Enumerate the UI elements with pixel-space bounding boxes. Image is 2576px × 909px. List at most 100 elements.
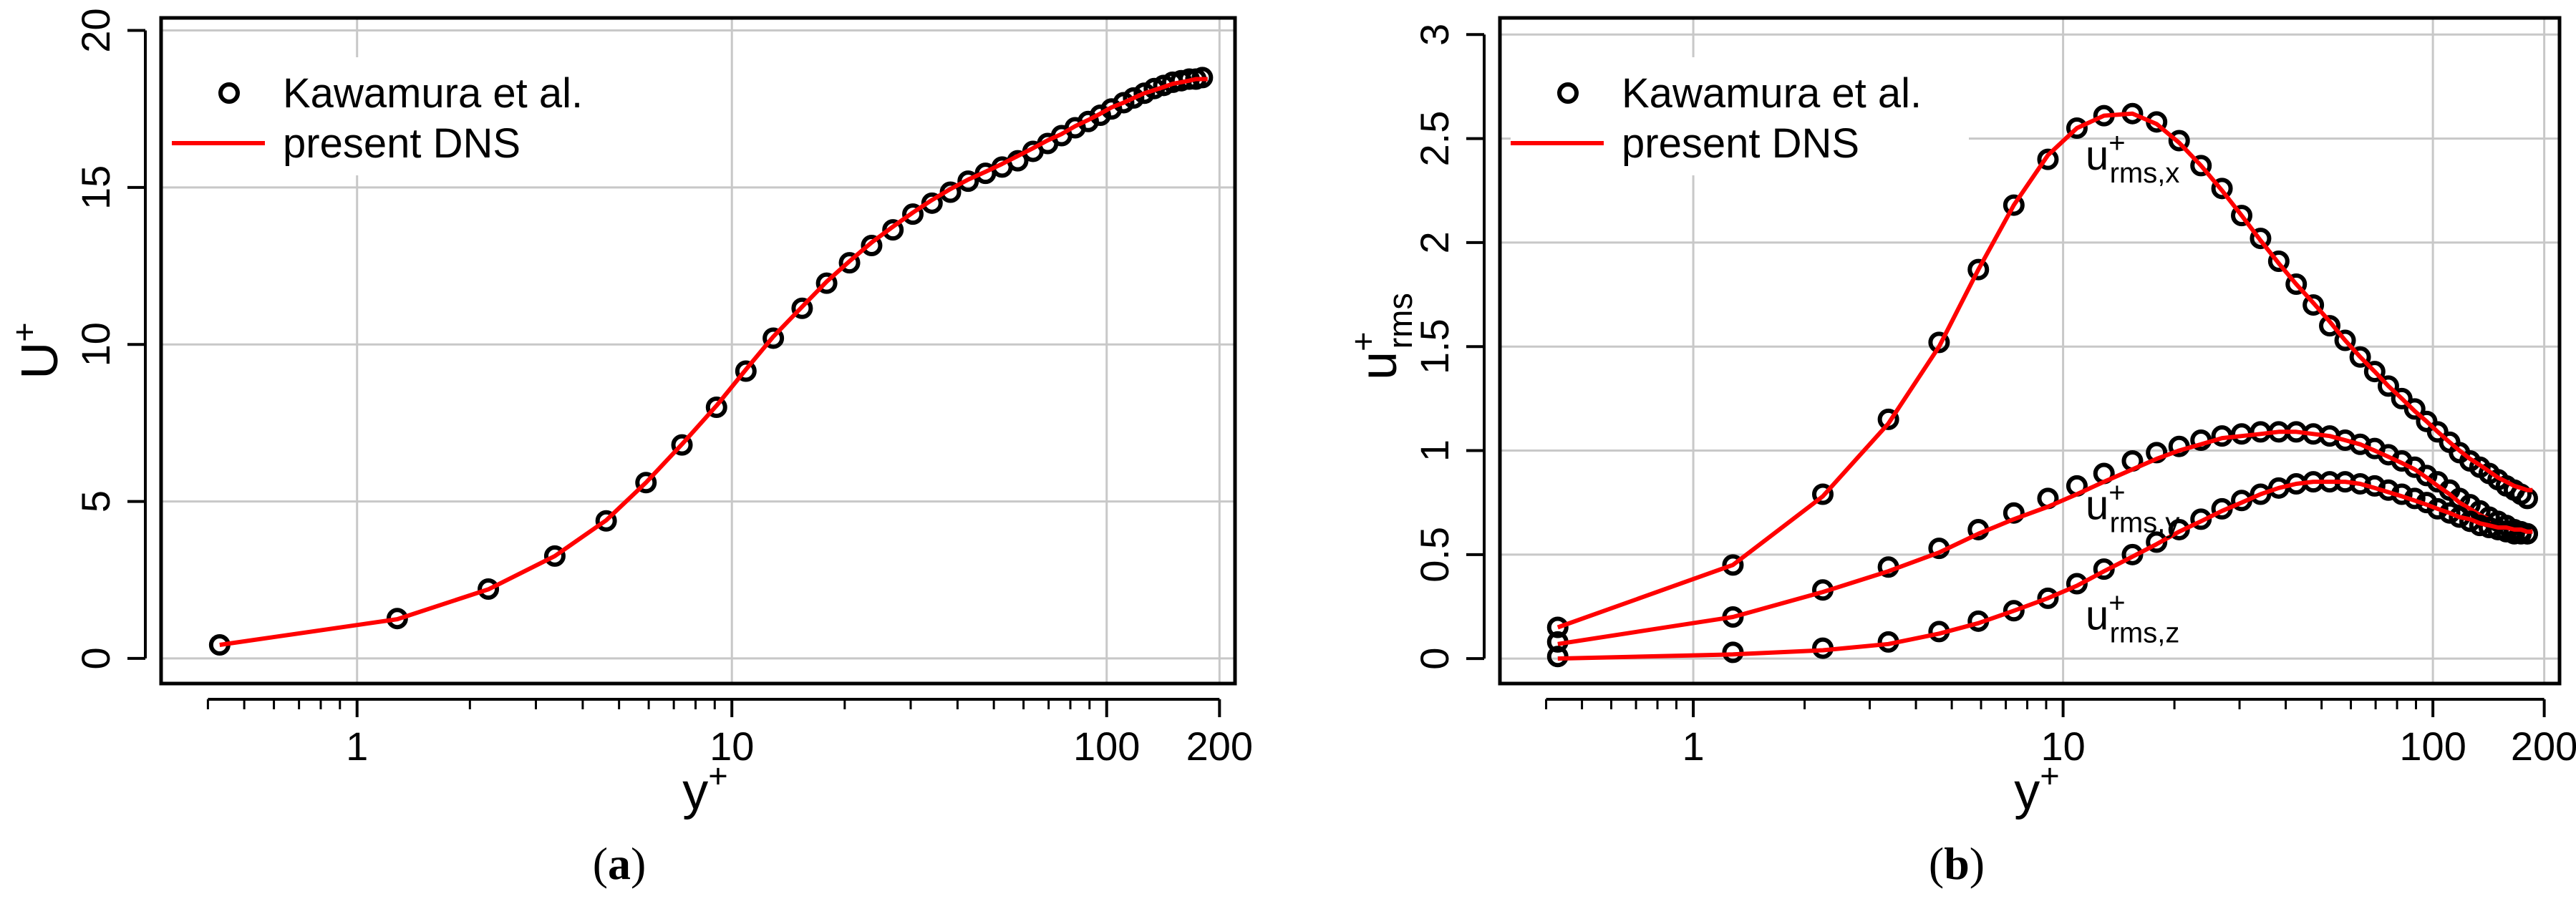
data-point bbox=[1123, 87, 1145, 109]
data-point bbox=[2211, 178, 2233, 200]
y-tick-label-5: 2.5 bbox=[1412, 111, 1457, 167]
y-axis-label-base: U bbox=[11, 342, 69, 379]
data-point bbox=[2439, 502, 2461, 524]
x-axis-label: y+ bbox=[682, 757, 727, 820]
data-point bbox=[2003, 194, 2025, 216]
x-tick-label-3: 200 bbox=[1186, 724, 1253, 769]
component-label-sub: rms,y bbox=[2110, 507, 2180, 538]
x-tick-label-0: 1 bbox=[1682, 724, 1705, 769]
data-point bbox=[2003, 502, 2025, 524]
data-point bbox=[2190, 155, 2212, 177]
data-point bbox=[2403, 398, 2426, 420]
data-point bbox=[2037, 148, 2059, 170]
caption-a-close: ) bbox=[631, 838, 647, 889]
data-point bbox=[902, 203, 924, 225]
legend-label-kawamura: Kawamura et al. bbox=[1622, 70, 1922, 117]
data-point bbox=[635, 472, 657, 494]
data-point bbox=[2377, 375, 2399, 397]
data-point bbox=[2319, 315, 2341, 337]
component-label-sup: + bbox=[2108, 127, 2125, 159]
x-tick-label-2: 100 bbox=[2399, 724, 2466, 769]
chart-panel-a: Kawamura et al.present DNS 1 10 100 200 0 5 10 1… bbox=[5, 8, 1253, 820]
component-label-base: u bbox=[2086, 132, 2108, 179]
data-point bbox=[2037, 587, 2059, 609]
data-point bbox=[1877, 408, 1899, 430]
component-label-sub: rms,x bbox=[2110, 157, 2180, 189]
legend-marker-kawamura bbox=[218, 82, 240, 104]
data-point bbox=[882, 219, 904, 241]
component-label-sup: + bbox=[2108, 477, 2125, 508]
data-point bbox=[2503, 522, 2525, 545]
data-point bbox=[2146, 442, 2168, 464]
legend-label-dns: present DNS bbox=[283, 120, 520, 167]
caption-b: (b) bbox=[1885, 837, 2028, 890]
x-axis-label-sup: + bbox=[2040, 757, 2059, 794]
caption-b-letter: b bbox=[1944, 838, 1970, 889]
data-point bbox=[2267, 251, 2290, 273]
data-point bbox=[2066, 117, 2088, 140]
legend: Kawamura et al.present DNS bbox=[1511, 57, 1969, 175]
component-label-base: u bbox=[2086, 482, 2108, 528]
y-axis-label-base: u bbox=[1350, 351, 1408, 380]
series-line-5 bbox=[1557, 480, 2533, 661]
caption-a-letter: a bbox=[608, 838, 631, 889]
data-point bbox=[705, 396, 727, 418]
legend: Kawamura et al.present DNS bbox=[172, 57, 630, 175]
y-tick-label-6: 3 bbox=[1412, 24, 1457, 46]
data-point bbox=[2168, 130, 2190, 152]
component-label-2: u+ rms,z bbox=[2086, 587, 2179, 648]
data-point bbox=[2426, 497, 2449, 520]
data-point bbox=[2303, 294, 2325, 316]
x-tick-label-0: 1 bbox=[346, 724, 368, 769]
data-point bbox=[815, 272, 838, 294]
data-point bbox=[1546, 616, 1569, 638]
data-point bbox=[1967, 258, 1990, 281]
x-axis-label-base: y bbox=[2014, 763, 2040, 820]
data-point bbox=[595, 510, 617, 532]
caption-a: (a) bbox=[548, 837, 691, 890]
component-label-sub: rms,z bbox=[2110, 617, 2180, 648]
caption-a-open: ( bbox=[592, 838, 608, 889]
y-axis-label: U+ bbox=[5, 322, 69, 379]
data-point bbox=[2391, 387, 2413, 409]
legend-label-dns: present DNS bbox=[1622, 120, 1859, 167]
x-tick-label-3: 200 bbox=[2511, 724, 2576, 769]
x-tick-label-2: 100 bbox=[1073, 724, 1140, 769]
y-axis-label-sub: rms bbox=[1381, 293, 1419, 349]
chart-panel-b: Kawamura et al.present DNS 1 10 100 200 0 0.5 1… bbox=[1344, 16, 2576, 820]
data-point bbox=[791, 297, 813, 319]
x-axis-label-sup: + bbox=[708, 757, 727, 794]
y-tick-label-0: 0 bbox=[73, 647, 118, 669]
caption-b-close: ) bbox=[1969, 838, 1985, 889]
series-line-1 bbox=[1556, 111, 2533, 630]
data-point bbox=[2250, 483, 2272, 505]
data-point bbox=[762, 327, 785, 349]
y-tick-label-4: 20 bbox=[73, 8, 118, 52]
data-point bbox=[838, 252, 861, 274]
legend-label-kawamura: Kawamura et al. bbox=[283, 70, 583, 117]
data-point bbox=[2250, 228, 2272, 250]
data-point bbox=[957, 170, 979, 193]
legend-background bbox=[172, 57, 630, 175]
y-tick-label-1: 5 bbox=[73, 490, 118, 512]
component-label-sup: + bbox=[2108, 587, 2125, 618]
x-axis-label-base: y bbox=[682, 763, 708, 820]
y-axis-label: u+rms bbox=[1344, 293, 1419, 380]
data-point bbox=[543, 545, 566, 567]
x-axis-label: y+ bbox=[2014, 757, 2059, 820]
legend-background bbox=[1511, 57, 1969, 175]
data-point bbox=[1722, 554, 1744, 576]
y-tick-label-2: 1 bbox=[1412, 439, 1457, 462]
component-label-0: u+ rms,x bbox=[2086, 127, 2179, 189]
data-point bbox=[2426, 421, 2449, 443]
data-point bbox=[2285, 273, 2308, 295]
y-tick-label-2: 10 bbox=[73, 322, 118, 366]
data-point bbox=[2231, 205, 2253, 227]
data-point bbox=[2334, 329, 2356, 351]
data-point bbox=[2146, 531, 2168, 553]
data-point bbox=[1928, 331, 1950, 354]
data-point bbox=[478, 578, 500, 600]
data-point bbox=[2349, 346, 2371, 368]
component-label-1: u+ rms,y bbox=[2086, 477, 2179, 538]
